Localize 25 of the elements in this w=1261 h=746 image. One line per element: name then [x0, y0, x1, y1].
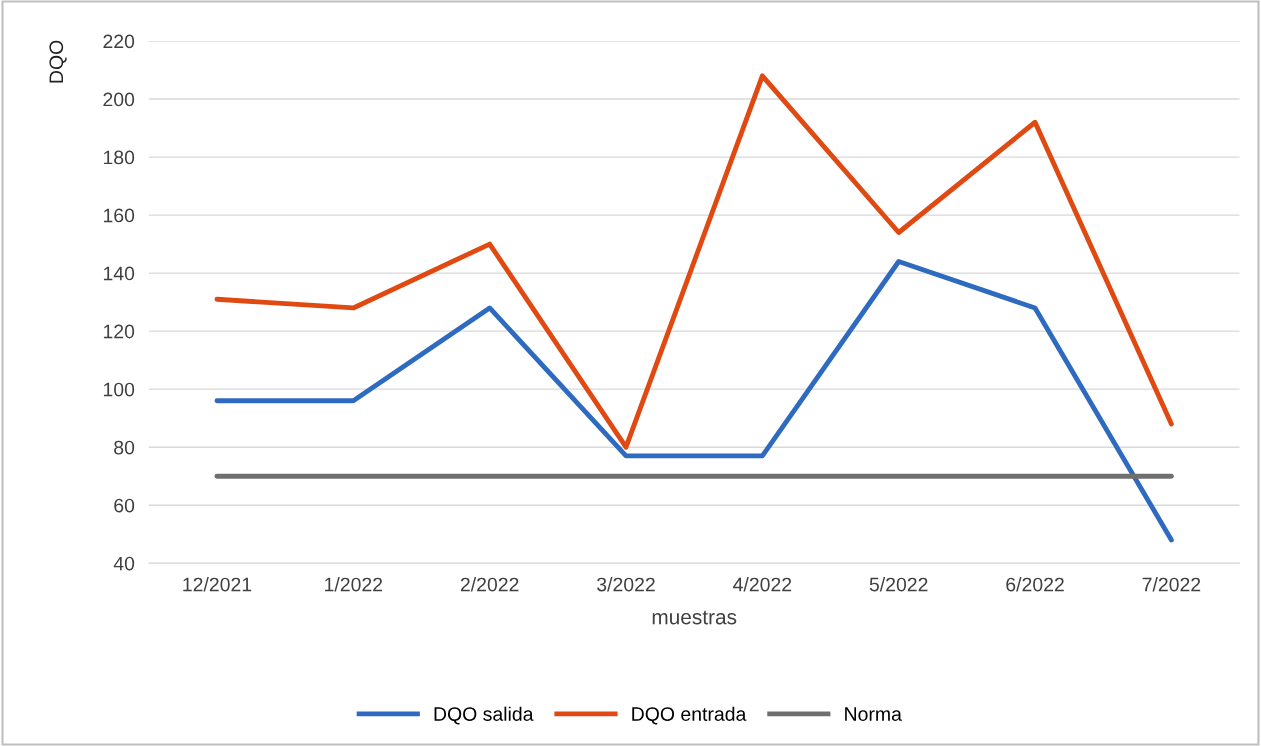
- y-tick-label: 200: [103, 92, 135, 107]
- y-tick-label: 180: [103, 150, 135, 165]
- x-tick-label: 7/2022: [1142, 577, 1201, 592]
- y-tick-label: 160: [103, 208, 135, 223]
- y-axis-title: DQO: [49, 40, 67, 83]
- y-tick-label: 40: [113, 556, 135, 571]
- legend-label: DQO entrada: [632, 706, 747, 725]
- x-tick-label: 2/2022: [460, 577, 519, 592]
- x-tick-label: 1/2022: [325, 577, 383, 592]
- x-tick-label: 12/2021: [183, 577, 252, 592]
- x-tick-label: 3/2022: [597, 577, 655, 592]
- legend-label: DQO salida: [434, 706, 534, 725]
- y-tick-label: 120: [103, 324, 135, 339]
- x-tick-label: 5/2022: [869, 577, 928, 592]
- x-tick-label: 4/2022: [733, 577, 792, 592]
- line-series: [214, 73, 1174, 450]
- y-tick-label: 220: [103, 34, 135, 49]
- x-tick-label: 6/2022: [1006, 577, 1064, 592]
- y-tick-label: 100: [103, 382, 135, 397]
- y-tick-label: 80: [114, 440, 135, 455]
- y-tick-label: 60: [114, 498, 135, 513]
- line-series: [214, 259, 1174, 543]
- x-axis-title: muestras: [652, 610, 737, 625]
- legend-label: Norma: [845, 707, 902, 721]
- y-tick-label: 140: [103, 266, 135, 281]
